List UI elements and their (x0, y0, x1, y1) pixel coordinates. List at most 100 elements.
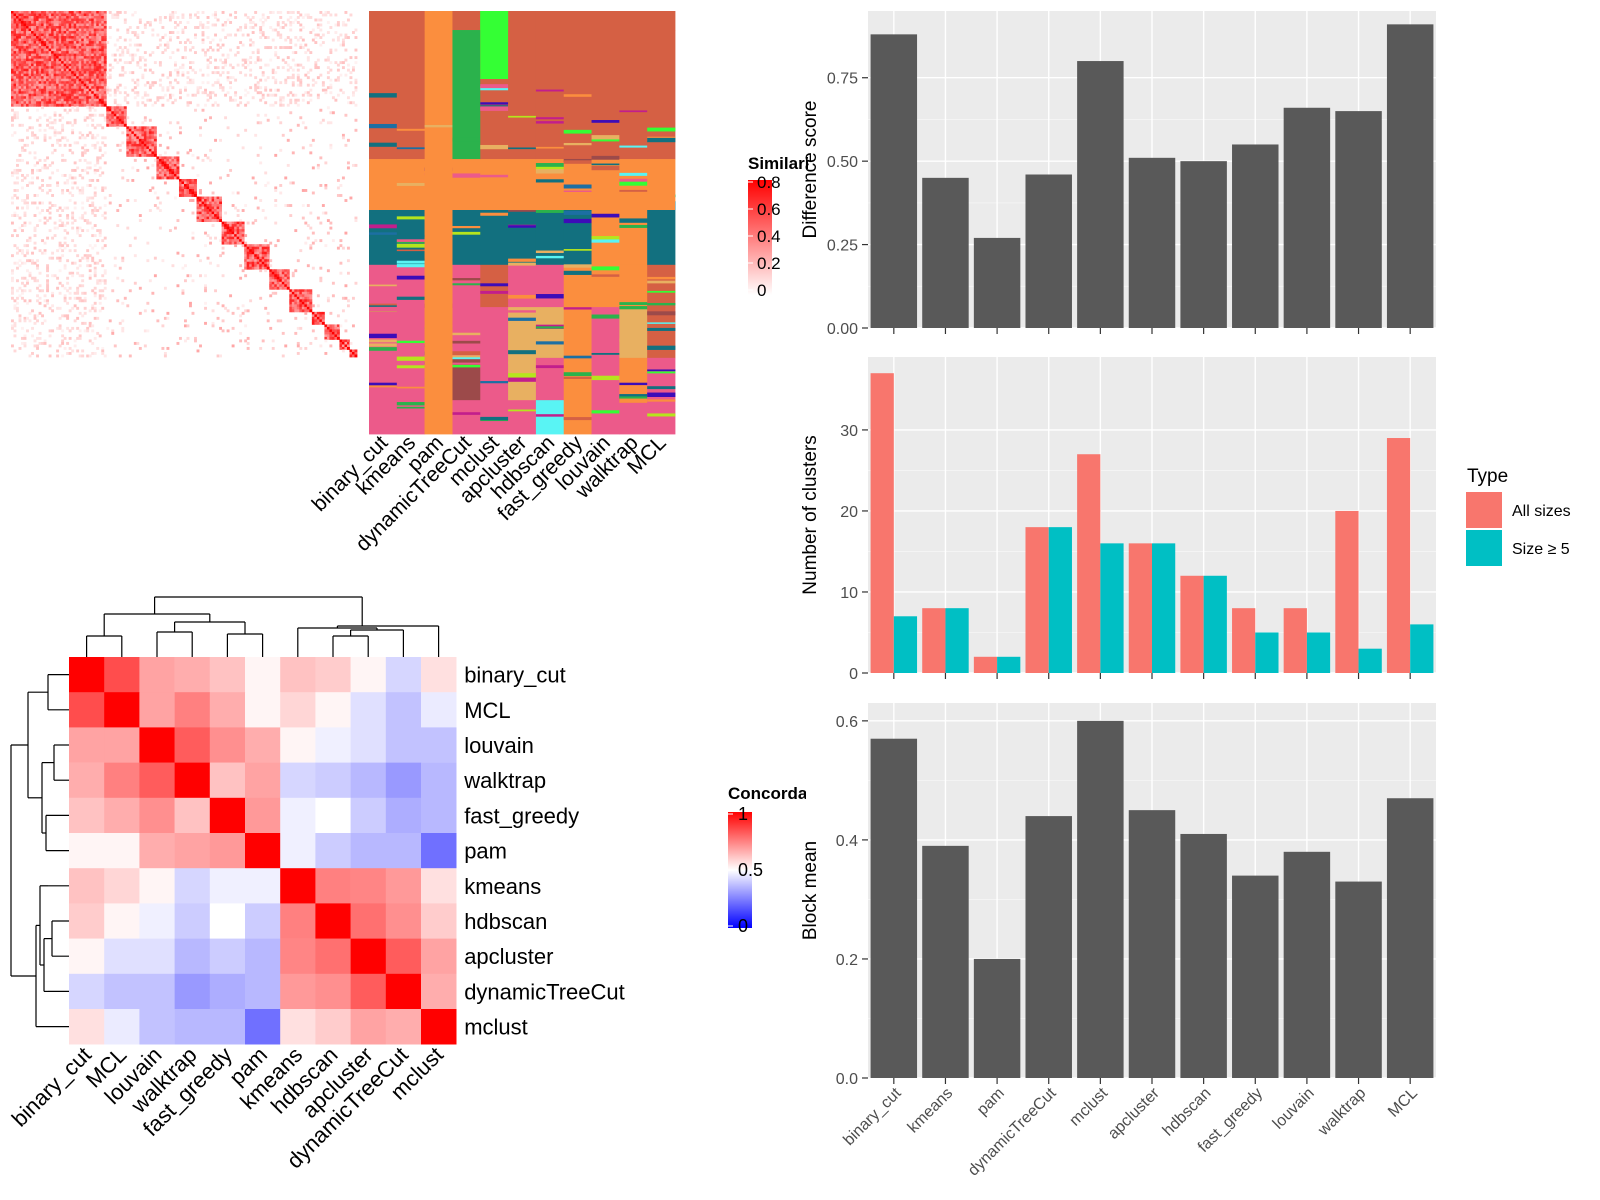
similarity-cell (103, 41, 107, 44)
similarity-cell (48, 68, 52, 72)
similarity-cell (191, 46, 195, 50)
similarity-cell (344, 143, 348, 147)
similarity-cell (299, 43, 303, 47)
similarity-cell (26, 279, 29, 283)
concordance-cell (245, 797, 281, 834)
similarity-cell (51, 56, 55, 60)
similarity-cell (206, 201, 210, 205)
annotation-cell (424, 160, 453, 434)
similarity-cell (163, 168, 167, 172)
similarity-cell (329, 86, 333, 90)
similarity-cell (329, 226, 333, 230)
similarity-cell (266, 93, 270, 97)
similarity-cell (13, 66, 17, 70)
similarity-cell (173, 161, 177, 165)
bar (973, 237, 1021, 328)
similarity-cell (126, 199, 130, 202)
similarity-cell (304, 221, 308, 225)
similarity-cell (206, 214, 210, 217)
similarity-cell (38, 103, 42, 107)
similarity-cell (48, 33, 52, 37)
similarity-cell (309, 296, 313, 300)
similarity-cell (254, 133, 258, 137)
similarity-cell (91, 246, 95, 250)
similarity-cell (43, 16, 47, 19)
similarity-cell (221, 319, 225, 323)
similarity-cell (36, 86, 39, 90)
similarity-cell (28, 63, 32, 67)
similarity-cell (88, 178, 92, 182)
similarity-cell (211, 91, 215, 95)
similarity-cell (214, 199, 217, 202)
similarity-cell (46, 51, 50, 55)
similarity-cell (261, 71, 265, 75)
similarity-cell (261, 13, 265, 17)
similarity-cell (83, 78, 87, 82)
similarity-cell (71, 51, 75, 55)
similarity-cell (28, 151, 32, 155)
similarity-cell (206, 73, 210, 77)
similarity-cell (23, 244, 27, 248)
similarity-cell (86, 254, 90, 258)
similarity-cell (98, 229, 102, 233)
similarity-cell (88, 221, 92, 225)
similarity-cell (319, 344, 323, 348)
similarity-cell (68, 21, 72, 24)
similarity-cell (86, 98, 90, 102)
similarity-cell (68, 81, 72, 85)
similarity-cell (291, 274, 295, 278)
similarity-cell (68, 103, 72, 107)
similarity-cell (61, 76, 65, 80)
annotation-cell (563, 210, 592, 215)
similarity-cell (296, 259, 300, 263)
similarity-cell (156, 196, 160, 200)
similarity-cell (266, 76, 270, 80)
similarity-cell (108, 73, 112, 77)
similarity-cell (28, 21, 32, 24)
similarity-cell (271, 93, 275, 97)
similarity-cell (13, 334, 17, 338)
similarity-cell (146, 133, 150, 137)
similarity-cell (184, 319, 187, 323)
similarity-cell (269, 274, 273, 278)
similarity-cell (11, 43, 14, 47)
similarity-cell (311, 38, 315, 42)
similarity-cell (61, 284, 65, 288)
similarity-cell (51, 23, 55, 27)
similarity-cell (111, 106, 115, 110)
similarity-cell (234, 224, 238, 228)
similarity-cell (111, 116, 115, 120)
similarity-cell (116, 103, 120, 107)
similarity-cell (181, 209, 185, 212)
similarity-cell (259, 28, 263, 32)
similarity-cell (146, 146, 150, 150)
similarity-cell (66, 43, 70, 47)
similarity-cell (324, 13, 328, 17)
similarity-cell (71, 21, 75, 24)
similarity-cell (143, 158, 147, 162)
similarity-cell (28, 36, 32, 39)
similarity-cell (196, 86, 200, 90)
similarity-cell (108, 108, 112, 112)
similarity-cell (66, 41, 70, 44)
similarity-cell (138, 56, 142, 60)
annotation-cell (647, 311, 676, 316)
similarity-cell (26, 103, 29, 107)
similarity-cell (239, 241, 243, 245)
similarity-cell (146, 126, 150, 130)
similarity-cell (91, 341, 95, 345)
similarity-cell (266, 311, 270, 315)
similarity-cell (131, 141, 135, 145)
annotation-cell (619, 400, 648, 435)
similarity-cell (36, 16, 39, 19)
similarity-cell (184, 46, 187, 50)
similarity-cell (354, 163, 358, 167)
similarity-cell (326, 336, 330, 340)
similarity-cell (299, 304, 303, 308)
similarity-cell (33, 276, 37, 280)
similarity-cell (73, 53, 77, 57)
similarity-cell (153, 256, 157, 260)
similarity-cell (101, 11, 105, 14)
similarity-cell (216, 78, 220, 82)
annotation-cell (563, 372, 592, 377)
